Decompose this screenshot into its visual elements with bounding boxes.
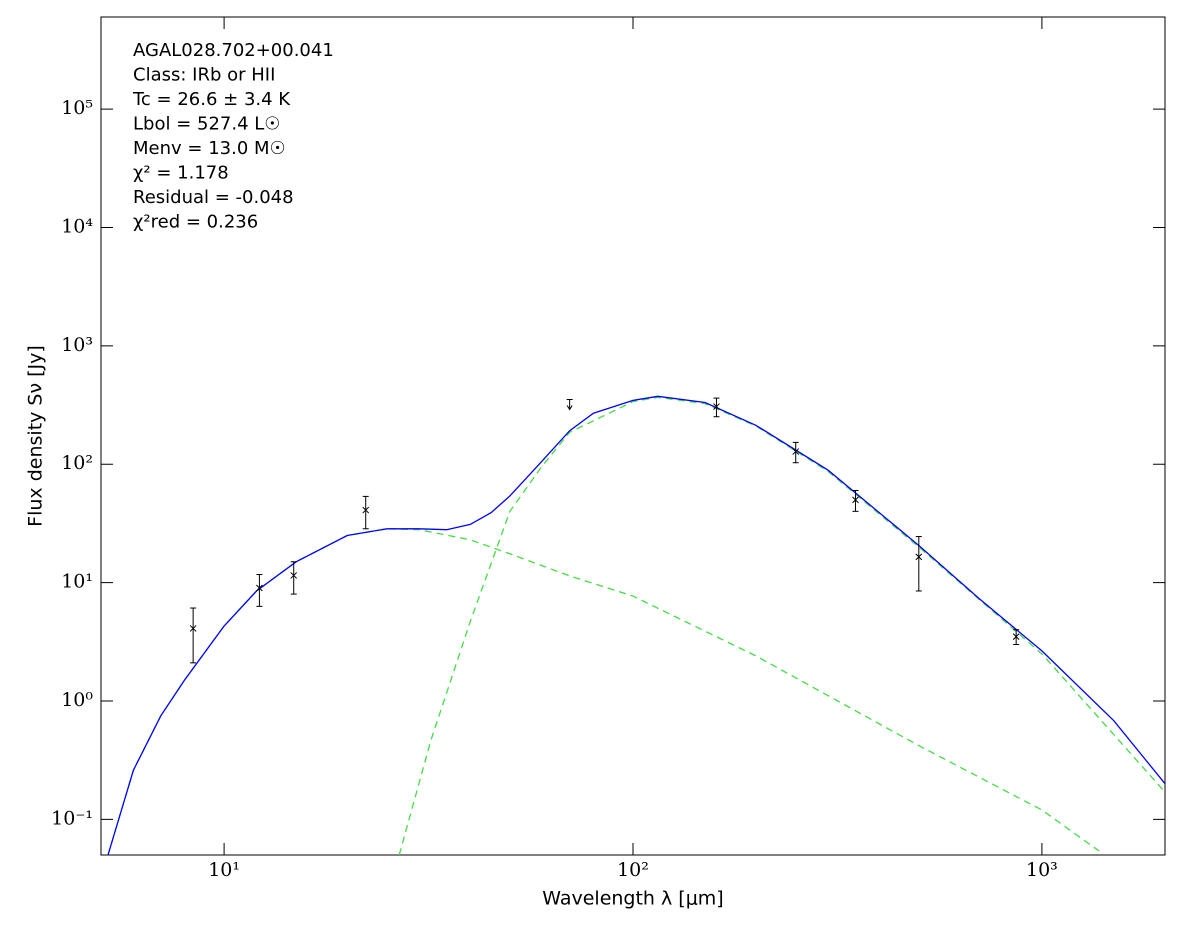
data-point <box>713 403 720 410</box>
data-point <box>915 553 923 561</box>
data-point <box>362 506 370 514</box>
x-axis-label: Wavelength λ [μm] <box>542 888 723 910</box>
sed-curve <box>107 395 1165 855</box>
upper-limit <box>566 399 573 411</box>
annotation: Lbol = 527.4 L☉ <box>133 114 280 135</box>
y-tick-label: 10⁰ <box>61 689 93 711</box>
y-tick-label: 10⁴ <box>61 215 93 237</box>
y-tick-label: 10² <box>61 452 93 474</box>
x-tick-label: 10¹ <box>208 859 240 881</box>
y-tick-label: 10⁵ <box>61 97 93 119</box>
y-tick-label: 10³ <box>61 334 93 356</box>
annotation: χ²red = 0.236 <box>133 212 258 233</box>
annotation: Residual = -0.048 <box>133 187 294 208</box>
annotation: AGAL028.702+00.041 <box>133 40 334 61</box>
data-point <box>189 625 197 632</box>
annotation: Class: IRb or HII <box>133 65 275 86</box>
x-tick-label: 10² <box>617 859 649 881</box>
x-tick-label: 10³ <box>1026 859 1058 881</box>
y-tick-label: 10⁻¹ <box>51 807 93 829</box>
data-point <box>1012 633 1020 640</box>
data-point <box>792 448 800 455</box>
y-axis-label: Flux density Sν [Jy] <box>25 345 47 527</box>
data-point <box>256 584 263 592</box>
data-point <box>852 496 859 504</box>
sed-curve <box>107 528 1100 855</box>
annotation: χ² = 1.178 <box>133 163 229 184</box>
data-point <box>290 572 298 579</box>
annotation: Tc = 26.6 ± 3.4 K <box>132 89 291 110</box>
annotation: Menv = 13.0 M☉ <box>133 138 286 159</box>
y-tick-label: 10¹ <box>61 571 93 593</box>
sed-curve <box>398 396 1165 855</box>
